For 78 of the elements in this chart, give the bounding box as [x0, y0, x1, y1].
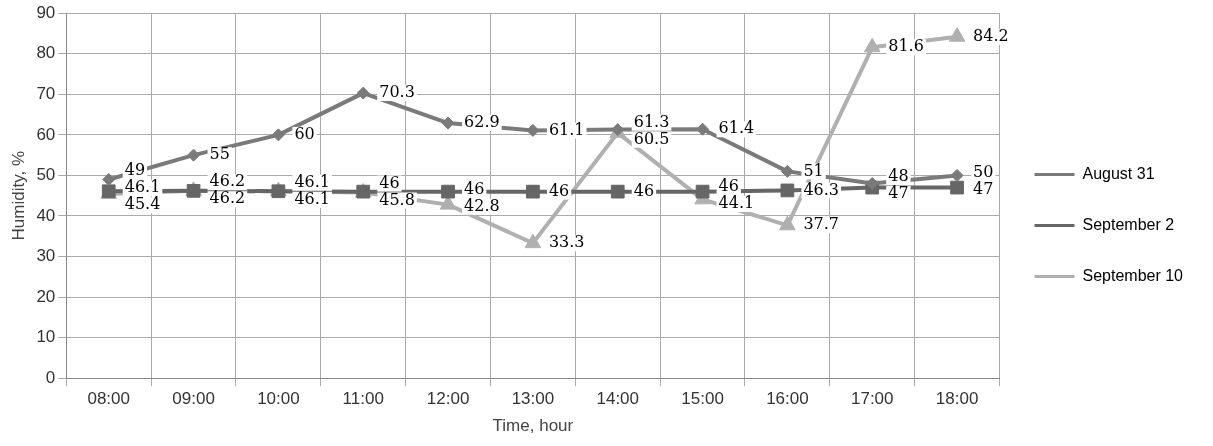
y-tick-label: 80 — [36, 43, 56, 63]
data-label: 46.1 — [294, 188, 331, 208]
point — [610, 184, 625, 199]
data-label: 61.3 — [633, 111, 670, 131]
y-tick-label: 0 — [45, 367, 56, 387]
y-tick-label: 70 — [36, 84, 56, 103]
data-label: 46.2 — [209, 171, 246, 191]
x-tick-label: 11:00 — [342, 389, 384, 409]
data-label: 42.8 — [464, 195, 500, 215]
y-tick-label: 10 — [36, 327, 56, 347]
point — [863, 37, 881, 53]
data-label: 50 — [973, 162, 994, 182]
data-label: 46.3 — [803, 179, 840, 199]
data-label: 46.1 — [124, 177, 161, 197]
point — [102, 172, 116, 186]
data-label: 81.6 — [888, 36, 924, 56]
x-tick-label: 13:00 — [511, 389, 555, 409]
point — [526, 184, 540, 199]
data-label: 49 — [124, 160, 146, 180]
x-tick-label: 08:00 — [87, 389, 130, 409]
data-label: 46 — [633, 180, 655, 200]
point — [524, 233, 542, 249]
y-tick-label: 40 — [36, 205, 56, 225]
data-label: 44.1 — [718, 193, 755, 213]
y-tick-label: 30 — [36, 246, 56, 266]
data-label: 47 — [973, 179, 994, 199]
data-label: 51 — [803, 160, 824, 180]
x-tick-label: 09:00 — [172, 389, 215, 409]
data-label: 62.9 — [464, 112, 500, 132]
data-label: 47 — [888, 183, 909, 203]
point — [779, 215, 796, 231]
y-tick-label: 90 — [36, 2, 56, 22]
x-tick-label: 18:00 — [935, 389, 979, 409]
data-label: 46 — [379, 172, 400, 192]
point — [948, 27, 966, 42]
data-label: 61.4 — [718, 118, 755, 138]
data-label: 46 — [464, 178, 485, 198]
data-label: 46 — [548, 180, 570, 200]
x-tick-label: 14:00 — [596, 389, 640, 409]
data-label: 61.1 — [548, 119, 585, 139]
point — [950, 180, 964, 195]
point — [187, 148, 201, 162]
point — [271, 128, 285, 142]
legend-label: August 31 — [1082, 164, 1155, 182]
x-tick-label: 16:00 — [766, 389, 809, 409]
point — [441, 116, 455, 130]
data-label: 60 — [294, 124, 315, 144]
legend-label: September 2 — [1082, 215, 1175, 233]
point — [696, 122, 710, 136]
data-label: 46.2 — [209, 188, 246, 208]
y-tick-label: 60 — [36, 124, 56, 144]
data-label: 33.3 — [548, 232, 585, 252]
x-tick-label: 10:00 — [257, 389, 300, 409]
data-label: 46 — [718, 176, 739, 196]
data-label: 48 — [888, 166, 909, 186]
data-label: 55 — [209, 144, 230, 164]
x-axis-title: Time, hour — [492, 416, 574, 436]
point — [695, 184, 710, 199]
x-tick-label: 17:00 — [850, 389, 894, 409]
x-tick-label: 12:00 — [426, 389, 470, 409]
data-label: 45.4 — [124, 194, 161, 214]
point — [780, 164, 794, 178]
legend-label: September 10 — [1082, 266, 1184, 284]
y-tick-label: 20 — [36, 286, 56, 306]
data-label: 46.1 — [294, 171, 331, 191]
point — [526, 123, 540, 137]
data-label: 37.7 — [803, 214, 840, 234]
point — [441, 184, 455, 199]
point — [356, 86, 370, 100]
y-tick-label: 50 — [36, 165, 56, 185]
data-label: 45.8 — [379, 189, 415, 209]
data-label: 70.3 — [379, 82, 415, 102]
point — [950, 168, 964, 182]
data-label: 84.2 — [973, 25, 1009, 45]
y-axis-title: Humidity, % — [8, 150, 28, 241]
point — [780, 183, 795, 198]
data-label: 60.5 — [633, 128, 670, 148]
x-tick-label: 15:00 — [681, 389, 724, 409]
